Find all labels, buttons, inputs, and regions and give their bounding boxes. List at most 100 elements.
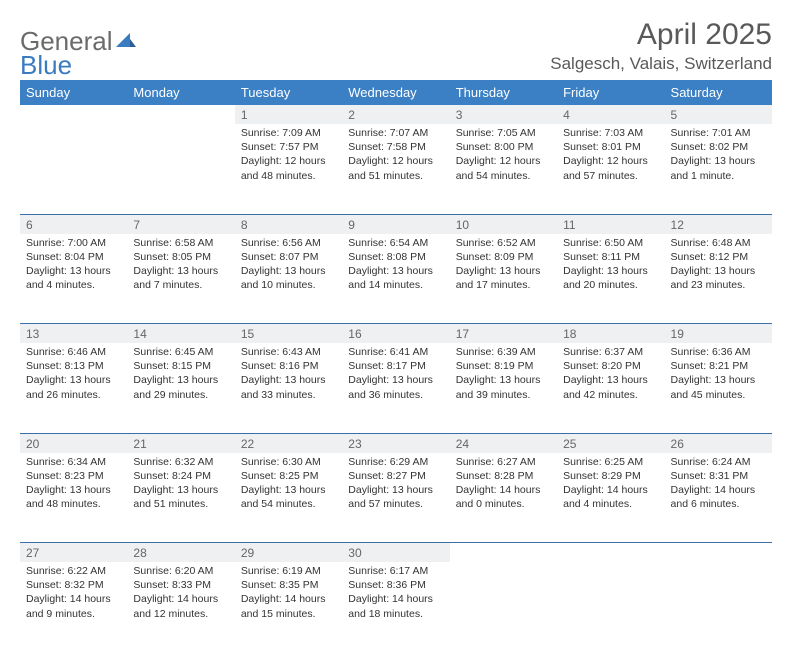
sunrise-label: Sunrise: xyxy=(671,127,712,139)
sunset-value: 8:02 PM xyxy=(709,141,748,153)
dayhead-sat: Saturday xyxy=(665,80,772,105)
sunset-label: Sunset: xyxy=(348,141,387,153)
day-cell: Sunrise: 6:36 AMSunset: 8:21 PMDaylight:… xyxy=(665,343,772,433)
day-number-cell: 14 xyxy=(127,324,234,344)
sunrise-value: 6:29 AM xyxy=(390,456,429,468)
sunrise-label: Sunrise: xyxy=(348,237,389,249)
dayhead-wed: Wednesday xyxy=(342,80,449,105)
day-number-cell: 21 xyxy=(127,433,234,453)
day-number-cell: 5 xyxy=(665,105,772,124)
daynum-row: 13141516171819 xyxy=(20,324,772,344)
daylight-label: Daylight: xyxy=(563,155,607,167)
day-cell: Sunrise: 6:17 AMSunset: 8:36 PMDaylight:… xyxy=(342,562,449,652)
dayhead-fri: Friday xyxy=(557,80,664,105)
sunset-label: Sunset: xyxy=(671,141,710,153)
sunrise-value: 6:25 AM xyxy=(605,456,644,468)
sunset-label: Sunset: xyxy=(26,579,65,591)
calendar-body: 12345Sunrise: 7:09 AMSunset: 7:57 PMDayl… xyxy=(20,105,772,652)
sunset-value: 7:57 PM xyxy=(279,141,318,153)
sunset-value: 8:35 PM xyxy=(279,579,318,591)
sunset-label: Sunset: xyxy=(563,141,602,153)
sunrise-label: Sunrise: xyxy=(241,237,282,249)
day-cell xyxy=(665,562,772,652)
sunset-label: Sunset: xyxy=(133,360,172,372)
sunrise-label: Sunrise: xyxy=(241,456,282,468)
day-number-cell: 15 xyxy=(235,324,342,344)
sunset-value: 8:15 PM xyxy=(172,360,211,372)
title-block: April 2025 Salgesch, Valais, Switzerland xyxy=(550,18,772,74)
day-cell: Sunrise: 6:46 AMSunset: 8:13 PMDaylight:… xyxy=(20,343,127,433)
day-cell: Sunrise: 6:25 AMSunset: 8:29 PMDaylight:… xyxy=(557,453,664,543)
sunrise-value: 6:19 AM xyxy=(282,565,321,577)
day-cell: Sunrise: 6:50 AMSunset: 8:11 PMDaylight:… xyxy=(557,234,664,324)
daylight-label: Daylight: xyxy=(456,484,500,496)
sunset-label: Sunset: xyxy=(456,141,495,153)
day-number-cell xyxy=(127,105,234,124)
sunrise-label: Sunrise: xyxy=(26,565,67,577)
day-cell xyxy=(20,124,127,214)
sunset-label: Sunset: xyxy=(26,251,65,263)
sunrise-value: 6:22 AM xyxy=(67,565,106,577)
daynum-row: 12345 xyxy=(20,105,772,124)
daylight-label: Daylight: xyxy=(456,265,500,277)
location: Salgesch, Valais, Switzerland xyxy=(550,54,772,74)
day-number-cell: 1 xyxy=(235,105,342,124)
day-number-cell: 20 xyxy=(20,433,127,453)
sunrise-value: 7:07 AM xyxy=(390,127,429,139)
sunrise-value: 6:30 AM xyxy=(282,456,321,468)
daylight-label: Daylight: xyxy=(241,484,285,496)
sunrise-value: 6:32 AM xyxy=(175,456,214,468)
day-cell: Sunrise: 7:01 AMSunset: 8:02 PM Daylight:… xyxy=(665,124,772,214)
daynum-row: 6789101112 xyxy=(20,214,772,234)
sunset-value: 8:13 PM xyxy=(65,360,104,372)
daylight-label: Daylight: xyxy=(348,593,392,605)
calendar-table: Sunday Monday Tuesday Wednesday Thursday… xyxy=(20,80,772,652)
day-cell: Sunrise: 7:07 AMSunset: 7:58 PMDaylight:… xyxy=(342,124,449,214)
dayhead-tue: Tuesday xyxy=(235,80,342,105)
day-header-row: Sunday Monday Tuesday Wednesday Thursday… xyxy=(20,80,772,105)
day-cell: Sunrise: 6:39 AMSunset: 8:19 PMDaylight:… xyxy=(450,343,557,433)
day-cell: Sunrise: 7:03 AMSunset: 8:01 PMDaylight:… xyxy=(557,124,664,214)
day-cell: Sunrise: 6:20 AMSunset: 8:33 PMDaylight:… xyxy=(127,562,234,652)
daylight-label: Daylight: xyxy=(241,265,285,277)
sunrise-label: Sunrise: xyxy=(671,456,712,468)
sunset-value: 8:09 PM xyxy=(494,251,533,263)
day-number-cell: 27 xyxy=(20,543,127,563)
month-title: April 2025 xyxy=(550,18,772,52)
day-number-cell: 30 xyxy=(342,543,449,563)
day-cell: Sunrise: 6:32 AMSunset: 8:24 PMDaylight:… xyxy=(127,453,234,543)
logo-triangle-icon xyxy=(115,30,137,48)
sunrise-label: Sunrise: xyxy=(348,456,389,468)
sunset-value: 8:20 PM xyxy=(602,360,641,372)
sunrise-value: 6:17 AM xyxy=(390,565,429,577)
daylight-label: Daylight: xyxy=(456,155,500,167)
daylight-label: Daylight: xyxy=(348,155,392,167)
sunset-value: 8:04 PM xyxy=(65,251,104,263)
sunrise-label: Sunrise: xyxy=(563,237,604,249)
sunset-label: Sunset: xyxy=(563,360,602,372)
sunrise-label: Sunrise: xyxy=(671,237,712,249)
sunset-label: Sunset: xyxy=(241,251,280,263)
sunset-value: 8:28 PM xyxy=(494,470,533,482)
sunset-label: Sunset: xyxy=(241,579,280,591)
daylight-label: Daylight: xyxy=(133,265,177,277)
sunset-value: 8:11 PM xyxy=(602,251,640,263)
sunset-value: 8:29 PM xyxy=(602,470,641,482)
daylight-label: Daylight: xyxy=(671,155,715,167)
day-cell: Sunrise: 6:27 AMSunset: 8:28 PMDaylight:… xyxy=(450,453,557,543)
sunset-label: Sunset: xyxy=(348,470,387,482)
day-number-cell: 17 xyxy=(450,324,557,344)
day-number-cell xyxy=(557,543,664,563)
day-number-cell xyxy=(450,543,557,563)
daylight-label: Daylight: xyxy=(563,374,607,386)
day-number-cell: 6 xyxy=(20,214,127,234)
sunset-value: 8:05 PM xyxy=(172,251,211,263)
daynum-row: 20212223242526 xyxy=(20,433,772,453)
day-number-cell: 4 xyxy=(557,105,664,124)
sunrise-value: 7:01 AM xyxy=(712,127,751,139)
day-cell: Sunrise: 6:43 AMSunset: 8:16 PMDaylight:… xyxy=(235,343,342,433)
sunrise-value: 6:34 AM xyxy=(67,456,106,468)
sunrise-label: Sunrise: xyxy=(563,456,604,468)
sunrise-label: Sunrise: xyxy=(241,346,282,358)
sunrise-label: Sunrise: xyxy=(133,346,174,358)
